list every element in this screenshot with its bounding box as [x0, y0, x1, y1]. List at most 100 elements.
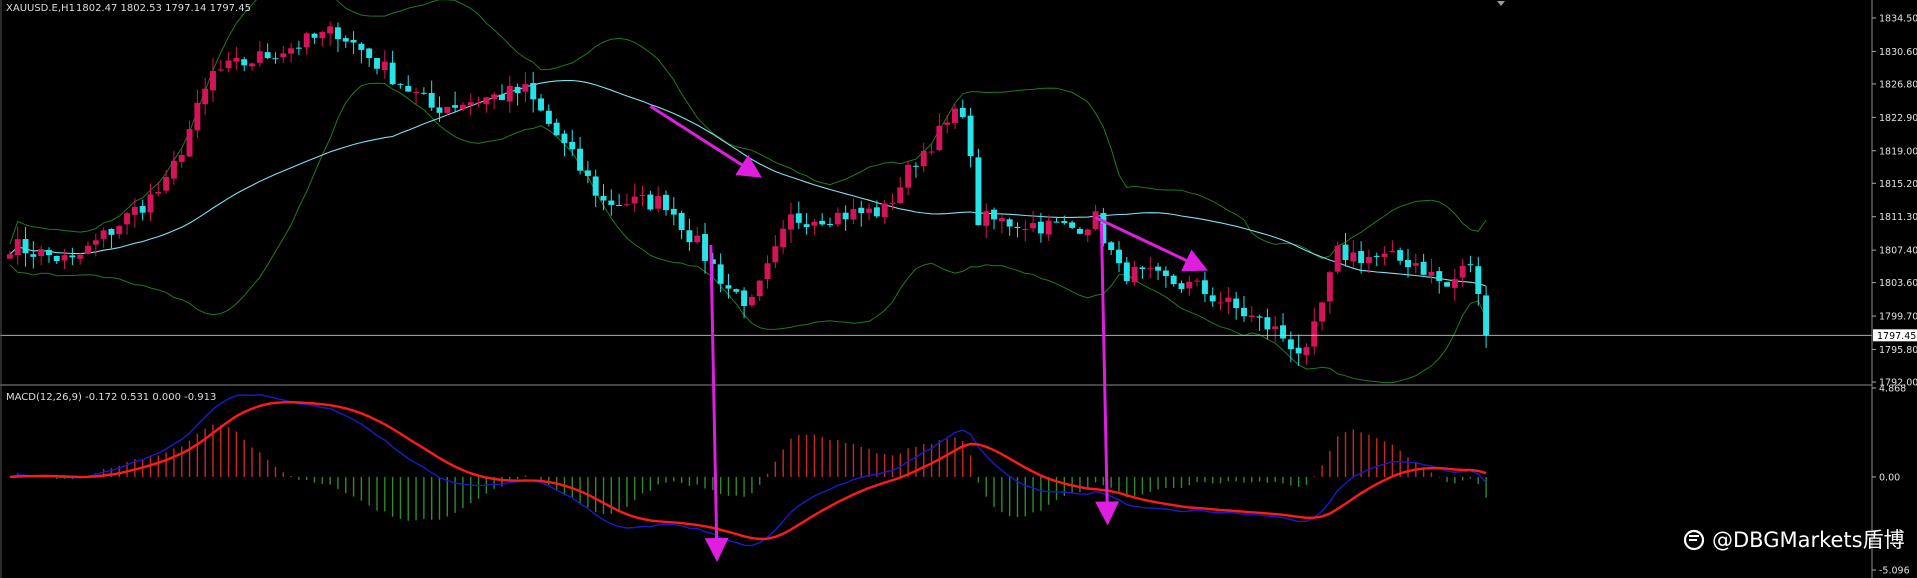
candle-body — [1319, 302, 1326, 322]
price-tick-label: 1792.00 — [1879, 378, 1917, 389]
candle-body — [295, 47, 302, 49]
candle-body — [319, 31, 326, 39]
candle-body — [717, 264, 724, 284]
candle-body — [1162, 270, 1169, 276]
candle — [178, 149, 185, 168]
candle-body — [327, 26, 334, 34]
candle-body — [459, 104, 466, 110]
candle — [912, 162, 919, 178]
candle — [22, 227, 29, 267]
candle — [1139, 266, 1146, 279]
candle-body — [241, 59, 248, 66]
candle — [1381, 246, 1388, 266]
main-price-pane — [0, 0, 1872, 384]
candle-body — [233, 57, 240, 62]
scroll-marker-icon — [1497, 1, 1505, 6]
candle — [1069, 220, 1076, 230]
candle — [1342, 232, 1349, 267]
candle-body — [1459, 265, 1466, 278]
candle-body — [748, 296, 755, 306]
candle-body — [1069, 222, 1076, 228]
candle — [592, 169, 599, 208]
candle — [272, 52, 279, 64]
candle — [1014, 222, 1021, 238]
candle-body — [897, 187, 904, 204]
candle — [334, 22, 341, 53]
candle — [936, 112, 943, 152]
candle-body — [803, 224, 810, 228]
candle — [1248, 306, 1255, 323]
candle — [1287, 331, 1294, 363]
candle — [444, 106, 451, 116]
candle-body — [1186, 281, 1193, 289]
candle-body — [1116, 249, 1122, 264]
ohlc-label: 1802.47 1802.53 1797.14 1797.45 — [76, 3, 251, 14]
candle-body — [522, 83, 529, 92]
candle — [389, 50, 396, 85]
symbol-label: XAUUSD.E,H1 — [6, 3, 75, 14]
candle-body — [1311, 321, 1318, 347]
candle-body — [256, 51, 263, 63]
candle-body — [1397, 250, 1404, 261]
candle — [1256, 314, 1263, 331]
price-tick-label: 1826.80 — [1879, 79, 1917, 90]
price-tick-label: 1811.30 — [1879, 212, 1917, 223]
bollinger-upper-line — [9, 0, 1487, 259]
candle-body — [842, 212, 849, 220]
candle — [311, 32, 318, 44]
candle-body — [569, 141, 576, 150]
price-tick-label: 1803.60 — [1879, 278, 1917, 289]
candle-body — [1092, 211, 1099, 230]
candle-body — [905, 164, 912, 188]
candle-body — [1014, 226, 1021, 229]
candle — [475, 96, 482, 108]
candle-body — [889, 202, 896, 204]
macd-tick-label: 4.868 — [1879, 384, 1906, 395]
candle — [764, 255, 771, 289]
candle-body — [366, 48, 373, 59]
candle-body — [983, 211, 990, 226]
candle-body — [514, 86, 521, 94]
candle-body — [577, 148, 584, 171]
candle — [295, 40, 302, 56]
candle — [780, 220, 787, 254]
candle-body — [702, 234, 709, 261]
candle-body — [553, 122, 560, 136]
candle — [795, 201, 802, 229]
candle — [772, 235, 779, 269]
candle-body — [413, 91, 420, 94]
candle-body — [280, 53, 287, 58]
candle — [1030, 211, 1037, 233]
candle — [787, 202, 794, 244]
candle — [303, 31, 310, 55]
candle-body — [834, 212, 841, 225]
candle-body — [1061, 221, 1068, 224]
candle-body — [1334, 245, 1341, 272]
candle — [889, 193, 896, 210]
candle-body — [608, 200, 615, 205]
candle — [1194, 277, 1201, 287]
candle-body — [499, 94, 505, 101]
candle-body — [69, 255, 76, 258]
candle-body — [249, 63, 255, 67]
candle — [100, 227, 107, 248]
candle — [1217, 292, 1224, 311]
candle — [866, 203, 873, 221]
candle — [1389, 240, 1396, 253]
annotation-arrow — [649, 104, 763, 178]
candle-body — [670, 208, 677, 215]
candle — [1123, 256, 1130, 285]
candle-body — [202, 88, 209, 105]
candle — [428, 80, 435, 111]
candle-body — [92, 240, 99, 245]
price-tick-label: 1819.00 — [1879, 146, 1917, 157]
candle-body — [975, 157, 982, 226]
candle — [381, 50, 388, 79]
candle — [420, 87, 427, 96]
candle-body — [1233, 298, 1240, 309]
candle-body — [866, 208, 873, 213]
candle-body — [53, 255, 60, 262]
candle — [1131, 260, 1138, 286]
